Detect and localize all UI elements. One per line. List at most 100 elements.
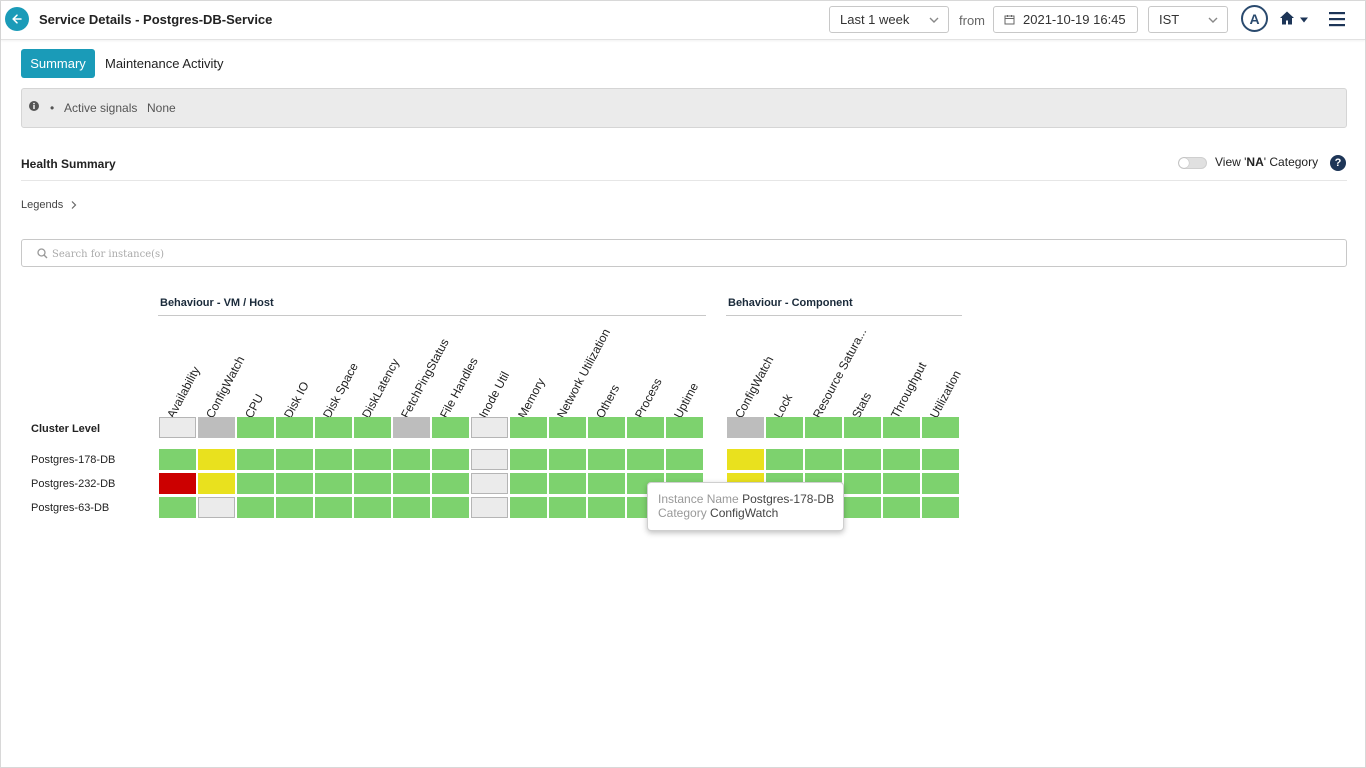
column-label: Inode Util (476, 369, 513, 421)
na-label-bold: NA (1246, 155, 1264, 169)
heatmap-cell[interactable] (276, 449, 313, 470)
back-button[interactable] (5, 7, 29, 31)
heatmap-cell[interactable] (627, 449, 664, 470)
bullet-icon: • (50, 101, 55, 115)
heatmap-cell[interactable] (727, 417, 764, 438)
heatmap-cell[interactable] (432, 417, 469, 438)
heatmap-cell[interactable] (922, 417, 959, 438)
heatmap-cell[interactable] (766, 417, 803, 438)
legends-toggle[interactable]: Legends (21, 199, 64, 211)
page-title: Service Details - Postgres-DB-Service (39, 12, 273, 27)
heatmap-cell[interactable] (627, 417, 664, 438)
heatmap-cell[interactable] (315, 449, 352, 470)
heatmap-cell[interactable] (276, 497, 313, 518)
group-divider (158, 315, 706, 316)
heatmap-cell[interactable] (432, 473, 469, 494)
heatmap-cell[interactable] (549, 417, 586, 438)
heatmap-cell[interactable] (883, 497, 920, 518)
heatmap-cell[interactable] (471, 497, 508, 518)
heatmap-cell[interactable] (510, 473, 547, 494)
heatmap-cell[interactable] (198, 417, 235, 438)
user-avatar[interactable]: A (1241, 5, 1268, 32)
calendar-icon (1004, 15, 1015, 25)
heatmap-cell[interactable] (922, 497, 959, 518)
heatmap-cell[interactable] (354, 473, 391, 494)
heatmap-cell[interactable] (237, 497, 274, 518)
heatmap-cell[interactable] (432, 497, 469, 518)
heatmap-cell[interactable] (666, 417, 703, 438)
heatmap-cell[interactable] (471, 449, 508, 470)
column-label: ConfigWatch (203, 353, 248, 421)
help-icon[interactable]: ? (1330, 155, 1346, 171)
heatmap-cell[interactable] (844, 417, 881, 438)
heatmap-cell[interactable] (393, 497, 430, 518)
heatmap-cell[interactable] (666, 449, 703, 470)
heatmap-cell[interactable] (844, 497, 881, 518)
heatmap-cell[interactable] (805, 449, 842, 470)
heatmap-cell[interactable] (588, 473, 625, 494)
heatmap-cell[interactable] (198, 473, 235, 494)
menu-button[interactable] (1328, 11, 1348, 29)
heatmap-cell[interactable] (588, 417, 625, 438)
heatmap-cell[interactable] (276, 473, 313, 494)
heatmap-cell[interactable] (510, 417, 547, 438)
heatmap-cell[interactable] (922, 473, 959, 494)
heatmap-cell[interactable] (354, 497, 391, 518)
heatmap-cell[interactable] (237, 449, 274, 470)
top-bar: Service Details - Postgres-DB-Service La… (1, 1, 1365, 40)
heatmap-cell[interactable] (588, 497, 625, 518)
heatmap-cell[interactable] (315, 473, 352, 494)
heatmap-cell[interactable] (198, 449, 235, 470)
column-label: Uptime (671, 380, 702, 421)
heatmap-cell[interactable] (549, 449, 586, 470)
heatmap-cell[interactable] (549, 473, 586, 494)
chevron-down-icon (929, 17, 939, 23)
heatmap-cell[interactable] (159, 497, 196, 518)
heatmap-cell[interactable] (393, 449, 430, 470)
heatmap-cell[interactable] (844, 449, 881, 470)
date-picker[interactable]: 2021-10-19 16:45 (993, 6, 1138, 33)
heatmap-cell[interactable] (315, 497, 352, 518)
heatmap-cell[interactable] (354, 449, 391, 470)
search-input[interactable] (50, 243, 1334, 265)
row-label: Cluster Level (31, 423, 101, 435)
heatmap-cell[interactable] (727, 449, 764, 470)
heatmap-cell[interactable] (159, 473, 196, 494)
heatmap-cell[interactable] (883, 417, 920, 438)
heatmap-cell[interactable] (159, 417, 196, 438)
heatmap-cell[interactable] (766, 449, 803, 470)
tab-maintenance-activity[interactable]: Maintenance Activity (105, 56, 224, 71)
heatmap-cell[interactable] (805, 417, 842, 438)
heatmap-cell[interactable] (922, 449, 959, 470)
na-category-toggle[interactable] (1178, 157, 1207, 169)
heatmap-cell[interactable] (393, 473, 430, 494)
heatmap-cell[interactable] (588, 449, 625, 470)
heatmap-cell[interactable] (549, 497, 586, 518)
heatmap-cell[interactable] (471, 473, 508, 494)
instance-search[interactable] (21, 239, 1347, 267)
heatmap-cell[interactable] (393, 417, 430, 438)
heatmap-cell[interactable] (315, 417, 352, 438)
tooltip-instance-row: Instance Name Postgres-178-DB (658, 492, 834, 506)
heatmap-cell[interactable] (354, 417, 391, 438)
timezone-select[interactable]: IST (1148, 6, 1228, 33)
time-range-select[interactable]: Last 1 week (829, 6, 949, 33)
heatmap-cell[interactable] (883, 473, 920, 494)
divider (21, 180, 1347, 181)
heatmap-cell[interactable] (510, 449, 547, 470)
heatmap-cell[interactable] (471, 417, 508, 438)
heatmap-cell[interactable] (276, 417, 313, 438)
heatmap-cell[interactable] (237, 417, 274, 438)
chevron-right-icon[interactable] (70, 199, 78, 211)
heatmap-cell[interactable] (883, 449, 920, 470)
heatmap-cell[interactable] (432, 449, 469, 470)
heatmap-cell[interactable] (198, 497, 235, 518)
heatmap-cell[interactable] (510, 497, 547, 518)
home-button[interactable] (1279, 10, 1313, 30)
heatmap-cell[interactable] (237, 473, 274, 494)
chevron-down-icon (1208, 17, 1218, 23)
heatmap-cell[interactable] (159, 449, 196, 470)
tab-summary[interactable]: Summary (21, 49, 95, 78)
row-label: Postgres-232-DB (31, 478, 116, 490)
heatmap-cell[interactable] (844, 473, 881, 494)
